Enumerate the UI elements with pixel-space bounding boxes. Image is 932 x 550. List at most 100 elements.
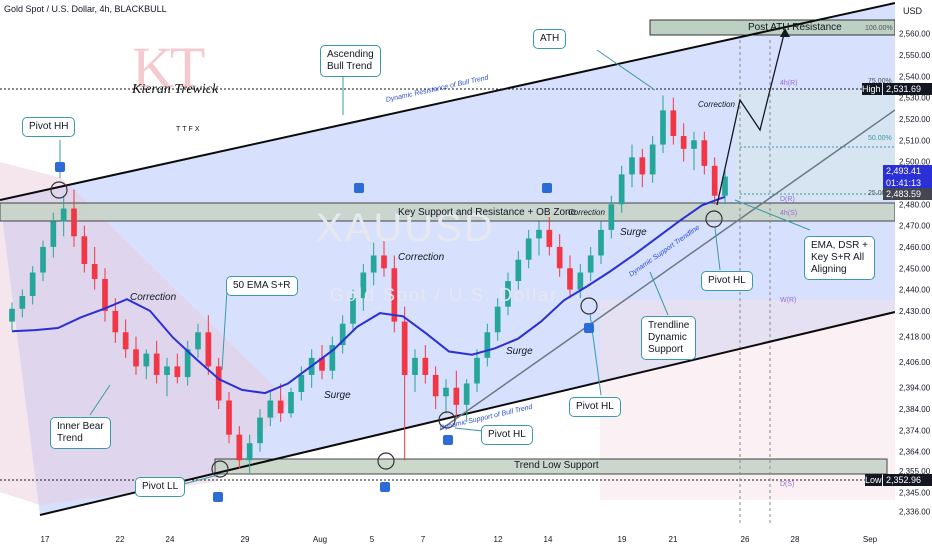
candle-body — [598, 229, 604, 256]
candle-body — [215, 366, 222, 401]
pivot-hl-circle-1 — [438, 411, 456, 429]
candle-body — [680, 136, 687, 149]
callout-ema-dsr-aligning: EMA, DSR + Key S+R All Aligning — [804, 236, 875, 280]
candle-body — [236, 434, 243, 461]
callout-ath: ATH — [533, 29, 567, 49]
candle-body — [629, 157, 635, 175]
callout-pivot-ll: Pivot LL — [135, 477, 186, 497]
candle-body — [9, 308, 15, 322]
y-tick-label: 2,510.00 — [899, 136, 931, 145]
candle-body — [360, 272, 367, 299]
label-surge-1: Surge — [324, 390, 351, 401]
callout-pivot-hh: Pivot HH — [22, 117, 76, 137]
candle-body — [711, 165, 718, 196]
logo-letters: KT — [132, 35, 205, 100]
y-tick-label: 2,336.00 — [899, 507, 931, 516]
candle-body — [370, 255, 377, 273]
candle-body — [246, 443, 253, 461]
candle-body — [515, 259, 522, 282]
level-d-r: D(R) — [780, 196, 795, 203]
candle-body — [174, 366, 181, 378]
candle-body — [205, 332, 212, 367]
candle-body — [391, 268, 398, 322]
callout-inner-bear-trend: Inner Bear Trend — [50, 417, 111, 449]
trend-low-support-zone — [214, 458, 888, 475]
x-tick-label: 5 — [370, 535, 375, 544]
callout-ascending-bull-trend: Ascending Bull Trend — [320, 45, 381, 77]
candle-body — [288, 392, 294, 414]
candle-body — [701, 140, 708, 166]
price-box-high: High 2,531.69 — [862, 83, 932, 95]
candle-body — [40, 246, 46, 273]
candle-body — [474, 357, 480, 384]
candle-body — [71, 208, 77, 237]
y-tick-label: 2,450.00 — [899, 264, 931, 273]
candle-body — [112, 310, 119, 333]
y-tick-label: 2,384.00 — [899, 405, 931, 414]
y-tick-label: 2,440.00 — [899, 286, 931, 295]
y-tick-label: 2,460.00 — [899, 243, 931, 252]
x-tick-label: 21 — [669, 535, 678, 544]
x-tick-label: Sep — [863, 535, 878, 544]
candle-body — [587, 255, 594, 273]
candle-body — [546, 229, 553, 247]
candle-body — [691, 140, 697, 149]
candle-body — [639, 157, 646, 175]
price-box-countdown: 01:41:13 — [883, 177, 932, 189]
y-tick-label: 2,355.00 — [899, 467, 931, 476]
y-tick-label: 2,345.00 — [899, 488, 931, 497]
y-tick-label: 2,418.00 — [899, 333, 931, 342]
candle-body — [298, 374, 305, 392]
candle-body — [195, 332, 201, 350]
candle-body — [184, 349, 191, 378]
candle-body — [556, 246, 563, 269]
x-tick-label: 7 — [421, 535, 426, 544]
y-tick-label: 2,364.00 — [899, 448, 931, 457]
pivot-hl-circle-3 — [705, 210, 723, 228]
candle-body — [143, 353, 150, 367]
level-4h-s: 4h(S) — [780, 210, 798, 217]
level-d-s: D(S) — [780, 481, 795, 488]
arrow-badges — [55, 162, 594, 502]
projection-arrow-head — [780, 28, 790, 37]
zone-label-key-sr: Key Support and Resistance + OB Zone — [398, 207, 577, 218]
price-box-ema: 2,483.59 — [883, 188, 932, 200]
y-tick-label: 2,470.00 — [899, 222, 931, 231]
y-tick-label: 2,430.00 — [899, 307, 931, 316]
candles — [9, 95, 728, 474]
symbol-watermark: XAUUSD — [316, 206, 495, 250]
x-axis-ticks: 17 22 24 29 Aug 5 7 12 14 19 21 26 28 Sep — [41, 535, 878, 544]
price-box-low-value: 2,352.96 — [886, 475, 922, 485]
pivot-ll-circle — [211, 460, 229, 478]
candle-body — [453, 387, 460, 405]
dynamic-support-trendline — [439, 109, 896, 431]
fib-75: 75.00% — [868, 78, 892, 85]
candle-body — [226, 400, 232, 435]
label-correction-2: Correction — [398, 252, 445, 263]
callout-trendline-dynamic-support: Trendline Dynamic Support — [641, 316, 697, 360]
fib-25: 25.00% — [868, 190, 892, 197]
x-tick-label: 12 — [494, 535, 503, 544]
label-surge-2: Surge — [506, 346, 533, 357]
candle-body — [153, 353, 160, 375]
zone-label-post-ath: Post ATH Resistance — [748, 22, 842, 33]
fib-50: 50.00% — [868, 135, 892, 142]
time-axis[interactable] — [0, 525, 895, 550]
candle-body — [722, 176, 728, 196]
candle-body — [329, 345, 336, 371]
candle-body — [133, 349, 139, 367]
candle-body — [412, 357, 418, 375]
price-box-current: 2,493.41 — [883, 165, 932, 177]
candle-body — [422, 357, 429, 375]
label-correction-3: Correction — [568, 208, 605, 217]
upper-green-fill — [735, 90, 895, 200]
candle-body — [505, 281, 511, 307]
price-box-low-label: Low — [865, 474, 882, 486]
x-tick-label: 14 — [544, 535, 553, 544]
x-tick-label: 17 — [41, 535, 50, 544]
y-tick-label: 2,550.00 — [899, 51, 931, 60]
candle-body — [81, 236, 88, 264]
ema-50-line — [11, 195, 726, 395]
x-tick-label: 26 — [741, 535, 750, 544]
